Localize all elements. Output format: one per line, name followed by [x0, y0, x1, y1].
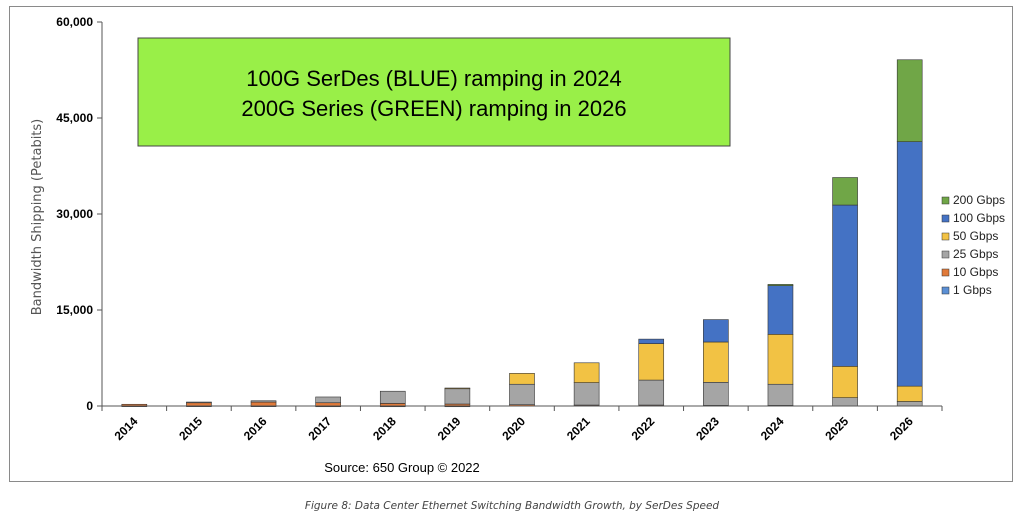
- legend-label: 10 Gbps: [953, 265, 998, 279]
- x-tick-label: 2018: [370, 414, 399, 443]
- bar-segment-2017-10-gbps: [315, 402, 341, 407]
- bar-segment-2025-25-gbps: [832, 397, 858, 407]
- annotation-line-2: 200G Series (GREEN) ramping in 2026: [241, 96, 626, 121]
- bar-segment-2019-50-gbps: [444, 387, 471, 390]
- bar-segment-2022-25-gbps: [638, 379, 665, 406]
- annotation-line-1: 100G SerDes (BLUE) ramping in 2024: [246, 66, 621, 91]
- y-tick-label: 0: [86, 399, 93, 413]
- legend-label: 1 Gbps: [953, 283, 992, 297]
- bar-segment-2019-25-gbps: [444, 388, 471, 405]
- legend-swatch: [941, 268, 950, 277]
- y-tick-labels: 0 15,000 30,000 45,000 60,000: [56, 15, 93, 413]
- annotation-background: [137, 37, 731, 147]
- x-tick-label: 2017: [305, 414, 334, 443]
- x-tick-label: 2026: [887, 414, 916, 443]
- bar-segment-2025-50-gbps: [832, 366, 858, 398]
- bar-segment-2025-100-gbps: [832, 204, 858, 367]
- bar-segment-2023-25-gbps: [703, 382, 729, 406]
- bar-segment-2021-50-gbps: [573, 362, 600, 383]
- y-axis-ticks: [97, 21, 943, 411]
- x-tick-label: 2023: [693, 414, 722, 443]
- x-tick-label: 2015: [176, 414, 205, 443]
- bar-segment-2024-50-gbps: [767, 334, 794, 385]
- x-tick-labels: 2014 2015 2016 2017 2018 2019 2020 2021 2022 2023…: [112, 414, 916, 443]
- bar-segment-2026-50-gbps: [896, 385, 923, 402]
- bar-segment-2022-50-gbps: [638, 343, 665, 381]
- bar-segment-2026-25-gbps: [896, 401, 923, 407]
- legend-swatch: [941, 250, 950, 259]
- y-tick-label: 45,000: [56, 111, 93, 125]
- bar-segment-2015-10-gbps: [186, 402, 212, 407]
- bar-segment-2016-25-gbps: [250, 400, 277, 403]
- y-tick-label: 30,000: [56, 207, 93, 221]
- bar-segment-2025-200-gbps: [832, 177, 858, 206]
- legend-label: 25 Gbps: [953, 247, 998, 261]
- bar-segment-2023-50-gbps: [703, 341, 729, 383]
- source-note: Source: 650 Group © 2022: [324, 460, 480, 475]
- bar-segment-2020-50-gbps: [509, 373, 535, 385]
- x-tick-label: 2014: [112, 414, 141, 443]
- y-tick-label: 15,000: [56, 303, 93, 317]
- axes: [101, 22, 942, 407]
- annotation-box: 100G SerDes (BLUE) ramping in 2024 200G …: [137, 37, 731, 147]
- x-tick-label: 2020: [499, 414, 528, 443]
- figure-frame: 0 15,000 30,000 45,000 60,000 2014 2015 2016 20…: [9, 6, 1013, 482]
- bar-segment-2024-100-gbps: [767, 285, 794, 335]
- x-tick-label: 2021: [564, 414, 593, 443]
- bars: [121, 59, 923, 408]
- legend-label: 100 Gbps: [953, 211, 1005, 225]
- x-tick-label: 2016: [241, 414, 270, 443]
- bar-segment-2024-25-gbps: [767, 383, 794, 406]
- y-axis-label: Bandwidth Shipping (Petabits): [30, 119, 45, 316]
- legend-swatch: [941, 214, 950, 223]
- bar-segment-2024-200-gbps: [767, 284, 794, 286]
- legend-swatch: [941, 196, 950, 205]
- legend-swatch: [941, 286, 950, 295]
- x-tick-label: 2025: [822, 414, 851, 443]
- legend-label: 50 Gbps: [953, 229, 998, 243]
- x-tick-label: 2022: [629, 414, 658, 443]
- legend-swatch: [941, 232, 950, 241]
- bar-segment-2016-10-gbps: [250, 401, 277, 407]
- legend: 200 Gbps 100 Gbps 50 Gbps 25 Gbps 10 Gbps 1 G…: [941, 193, 1005, 297]
- x-tick-label: 2019: [435, 414, 464, 443]
- bar-segment-2026-100-gbps: [896, 141, 923, 387]
- bar-segment-2021-25-gbps: [573, 382, 600, 406]
- x-tick-label: 2024: [758, 414, 787, 443]
- legend-label: 200 Gbps: [953, 193, 1005, 207]
- bar-segment-2020-25-gbps: [509, 383, 535, 406]
- bar-segment-2018-25-gbps: [379, 390, 406, 404]
- bar-segment-2022-100-gbps: [638, 338, 665, 344]
- bar-segment-2026-200-gbps: [896, 59, 923, 142]
- bar-segment-2017-25-gbps: [315, 396, 341, 404]
- bar-segment-2023-100-gbps: [703, 319, 729, 343]
- bar-segment-2015-25-gbps: [186, 401, 212, 404]
- y-tick-label: 60,000: [56, 15, 93, 29]
- figure-caption: Figure 8: Data Center Ethernet Switching…: [304, 500, 720, 512]
